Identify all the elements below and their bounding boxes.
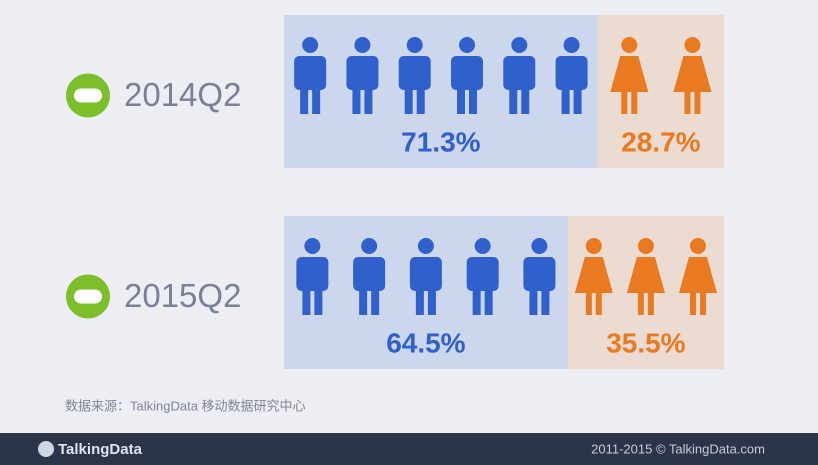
icon-leg	[472, 283, 481, 315]
icon-dress	[574, 257, 613, 293]
icon-head	[406, 37, 423, 53]
male-icon	[409, 238, 442, 315]
game-icon-pad	[74, 289, 102, 304]
icon-dress	[610, 56, 649, 92]
icon-head	[585, 238, 602, 254]
female-icon	[626, 238, 665, 315]
female-icon	[610, 37, 649, 114]
icon-leg	[300, 82, 309, 114]
icon-head	[304, 238, 321, 254]
icon-head	[354, 37, 371, 53]
icon-body	[346, 56, 379, 90]
icon-leg	[595, 290, 602, 315]
icon-head	[511, 37, 528, 53]
icon-body	[503, 56, 536, 90]
male-icon	[296, 238, 329, 315]
icon-leg	[631, 89, 638, 114]
icon-head	[474, 238, 491, 254]
icon-leg	[312, 82, 321, 114]
male-icon	[503, 37, 536, 114]
icon-head	[637, 238, 654, 254]
icon-leg	[484, 283, 493, 315]
icon-leg	[561, 82, 570, 114]
male-icon	[353, 238, 386, 315]
game-icon	[66, 73, 110, 118]
icon-leg	[684, 89, 691, 114]
game-icon	[66, 274, 110, 319]
category-label: 2014Q2	[124, 76, 241, 113]
icon-body	[451, 56, 484, 90]
icon-dress	[626, 257, 665, 293]
category-label: 2015Q2	[124, 277, 241, 314]
icon-head	[563, 37, 580, 53]
icon-dress	[673, 56, 712, 92]
icon-leg	[427, 283, 436, 315]
icon-head	[531, 238, 548, 254]
icon-leg	[699, 290, 706, 315]
value-label: 28.7%	[621, 126, 700, 157]
icon-leg	[457, 82, 466, 114]
icon-body	[296, 257, 329, 291]
footer-bar	[0, 433, 818, 465]
icon-leg	[404, 82, 413, 114]
icon-leg	[689, 290, 696, 315]
male-icon	[294, 37, 327, 114]
icon-leg	[469, 82, 478, 114]
male-icon	[555, 37, 588, 114]
icon-leg	[371, 283, 380, 315]
icon-leg	[529, 283, 538, 315]
icon-leg	[621, 89, 628, 114]
icon-leg	[415, 283, 424, 315]
value-label: 35.5%	[606, 327, 685, 358]
icon-leg	[585, 290, 592, 315]
female-icon	[574, 238, 613, 315]
bar-segment	[284, 15, 598, 168]
icon-head	[302, 37, 319, 53]
male-icon	[466, 238, 499, 315]
icon-leg	[647, 290, 654, 315]
game-icon-pad	[74, 88, 102, 103]
icon-body	[523, 257, 556, 291]
icon-leg	[541, 283, 550, 315]
icon-body	[353, 257, 386, 291]
icon-head	[621, 37, 638, 53]
footer-logo-icon	[38, 441, 54, 457]
male-icon	[398, 37, 431, 114]
icon-leg	[694, 89, 701, 114]
icon-leg	[637, 290, 644, 315]
icon-body	[555, 56, 588, 90]
icon-body	[466, 257, 499, 291]
icon-leg	[352, 82, 361, 114]
icon-leg	[364, 82, 373, 114]
icon-body	[409, 257, 442, 291]
icon-head	[417, 238, 434, 254]
icon-leg	[302, 283, 311, 315]
male-icon	[346, 37, 379, 114]
value-label: 71.3%	[401, 126, 480, 157]
icon-leg	[521, 82, 530, 114]
male-icon	[523, 238, 556, 315]
male-icon	[451, 37, 484, 114]
footer-copyright: 2011-2015 © TalkingData.com	[591, 441, 765, 456]
source-note: 数据来源：TalkingData 移动数据研究中心	[65, 398, 306, 413]
icon-leg	[509, 82, 518, 114]
icon-head	[361, 238, 378, 254]
icon-leg	[416, 82, 425, 114]
icon-head	[459, 37, 476, 53]
icon-dress	[678, 257, 717, 293]
icon-body	[294, 56, 327, 90]
female-icon	[678, 238, 717, 315]
icon-leg	[314, 283, 323, 315]
female-icon	[673, 37, 712, 114]
icon-head	[689, 238, 706, 254]
icon-leg	[359, 283, 368, 315]
icon-head	[684, 37, 701, 53]
icon-body	[398, 56, 431, 90]
value-label: 64.5%	[386, 327, 465, 358]
icon-leg	[573, 82, 582, 114]
footer-logo: TalkingData	[58, 441, 143, 458]
